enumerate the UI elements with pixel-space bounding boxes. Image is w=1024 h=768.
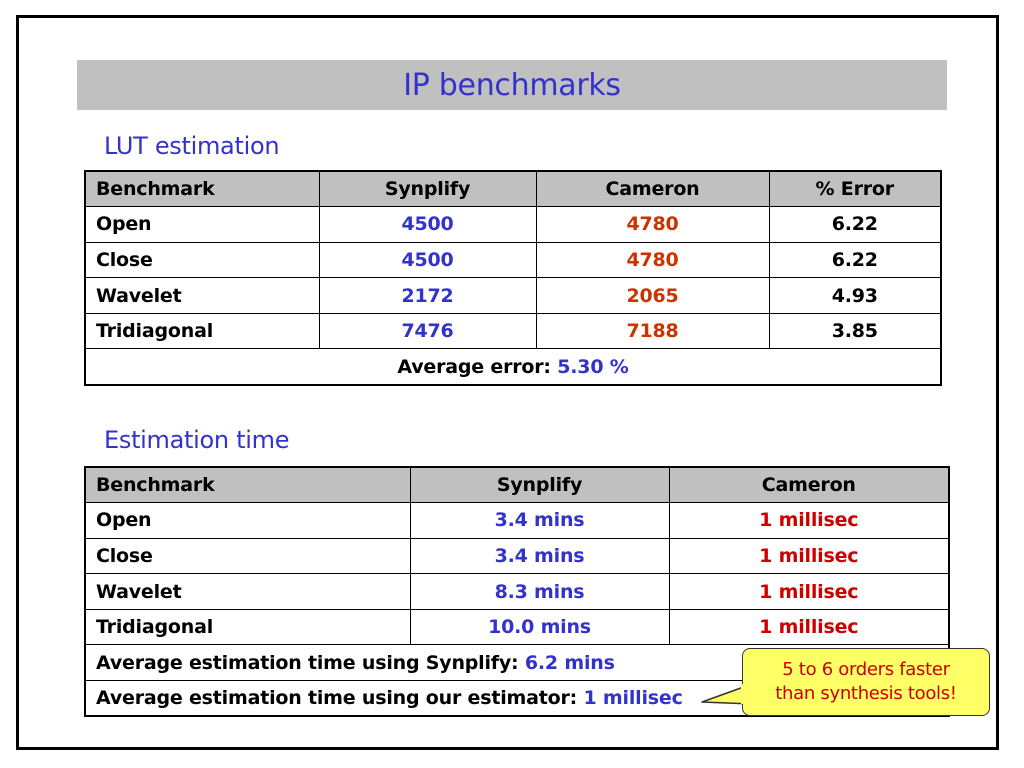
synplify-cell: 4500	[318, 241, 537, 279]
table-row: Open 4500 4780 6.22	[84, 206, 942, 243]
error-cell: 6.22	[768, 241, 942, 279]
cameron-cell: 7188	[535, 312, 770, 350]
callout-line-1: 5 to 6 orders faster	[782, 659, 950, 680]
average-ours-value: 1 millisec	[583, 687, 683, 710]
benchmark-cell: Open	[84, 502, 411, 539]
average-synplify-label: Average estimation time using Synplify:	[96, 651, 519, 674]
slide-title: IP benchmarks	[403, 67, 621, 103]
error-cell: 4.93	[768, 277, 942, 314]
callout-line-2: than synthesis tools!	[775, 683, 957, 704]
average-error-label: Average error:	[397, 355, 551, 378]
col-header-benchmark: Benchmark	[84, 466, 411, 504]
synplify-cell: 3.4 mins	[409, 502, 670, 539]
table-row: Wavelet 2172 2065 4.93	[84, 277, 942, 314]
table-header-row: Benchmark Synplify Cameron	[84, 466, 950, 504]
average-ours-label: Average estimation time using our estima…	[96, 687, 578, 710]
col-header-synplify: Synplify	[318, 170, 537, 208]
cameron-cell: 1 millisec	[668, 502, 950, 539]
average-synplify-value: 6.2 mins	[524, 651, 615, 674]
callout-box: 5 to 6 orders faster than synthesis tool…	[742, 648, 990, 716]
estimation-time-table: Benchmark Synplify Cameron Open 3.4 mins…	[84, 466, 950, 718]
table-header-row: Benchmark Synplify Cameron % Error	[84, 170, 942, 208]
synplify-cell: 4500	[318, 206, 537, 243]
synplify-cell: 3.4 mins	[409, 537, 670, 575]
table-row: Wavelet 8.3 mins 1 millisec	[84, 573, 950, 610]
table-row: Close 4500 4780 6.22	[84, 241, 942, 279]
table-row: Tridiagonal 7476 7188 3.85	[84, 312, 942, 350]
cameron-cell: 4780	[535, 206, 770, 243]
error-cell: 6.22	[768, 206, 942, 243]
benchmark-cell: Wavelet	[84, 573, 411, 610]
cameron-cell: 4780	[535, 241, 770, 279]
table-row: Close 3.4 mins 1 millisec	[84, 537, 950, 575]
cameron-cell: 2065	[535, 277, 770, 314]
benchmark-cell: Close	[84, 537, 411, 575]
error-cell: 3.85	[768, 312, 942, 350]
average-error-value: 5.30 %	[557, 355, 629, 378]
time-section-heading: Estimation time	[104, 426, 290, 454]
benchmark-cell: Tridiagonal	[84, 312, 320, 350]
benchmark-cell: Close	[84, 241, 320, 279]
col-header-benchmark: Benchmark	[84, 170, 320, 208]
synplify-cell: 2172	[318, 277, 537, 314]
cameron-cell: 1 millisec	[668, 573, 950, 610]
cameron-cell: 1 millisec	[668, 537, 950, 575]
benchmark-cell: Wavelet	[84, 277, 320, 314]
synplify-cell: 8.3 mins	[409, 573, 670, 610]
title-bar: IP benchmarks	[77, 60, 947, 110]
col-header-cameron: Cameron	[668, 466, 950, 504]
table-row: Tridiagonal 10.0 mins 1 millisec	[84, 608, 950, 646]
average-error-row: Average error: 5.30 %	[84, 348, 942, 386]
col-header-cameron: Cameron	[535, 170, 770, 208]
lut-section-heading: LUT estimation	[104, 132, 280, 160]
benchmark-cell: Tridiagonal	[84, 608, 411, 646]
col-header-error: % Error	[768, 170, 942, 208]
col-header-synplify: Synplify	[409, 466, 670, 504]
benchmark-cell: Open	[84, 206, 320, 243]
lut-table: Benchmark Synplify Cameron % Error Open …	[84, 170, 942, 386]
average-error-cell: Average error: 5.30 %	[84, 348, 942, 386]
table-row: Open 3.4 mins 1 millisec	[84, 502, 950, 539]
synplify-cell: 7476	[318, 312, 537, 350]
cameron-cell: 1 millisec	[668, 608, 950, 646]
synplify-cell: 10.0 mins	[409, 608, 670, 646]
